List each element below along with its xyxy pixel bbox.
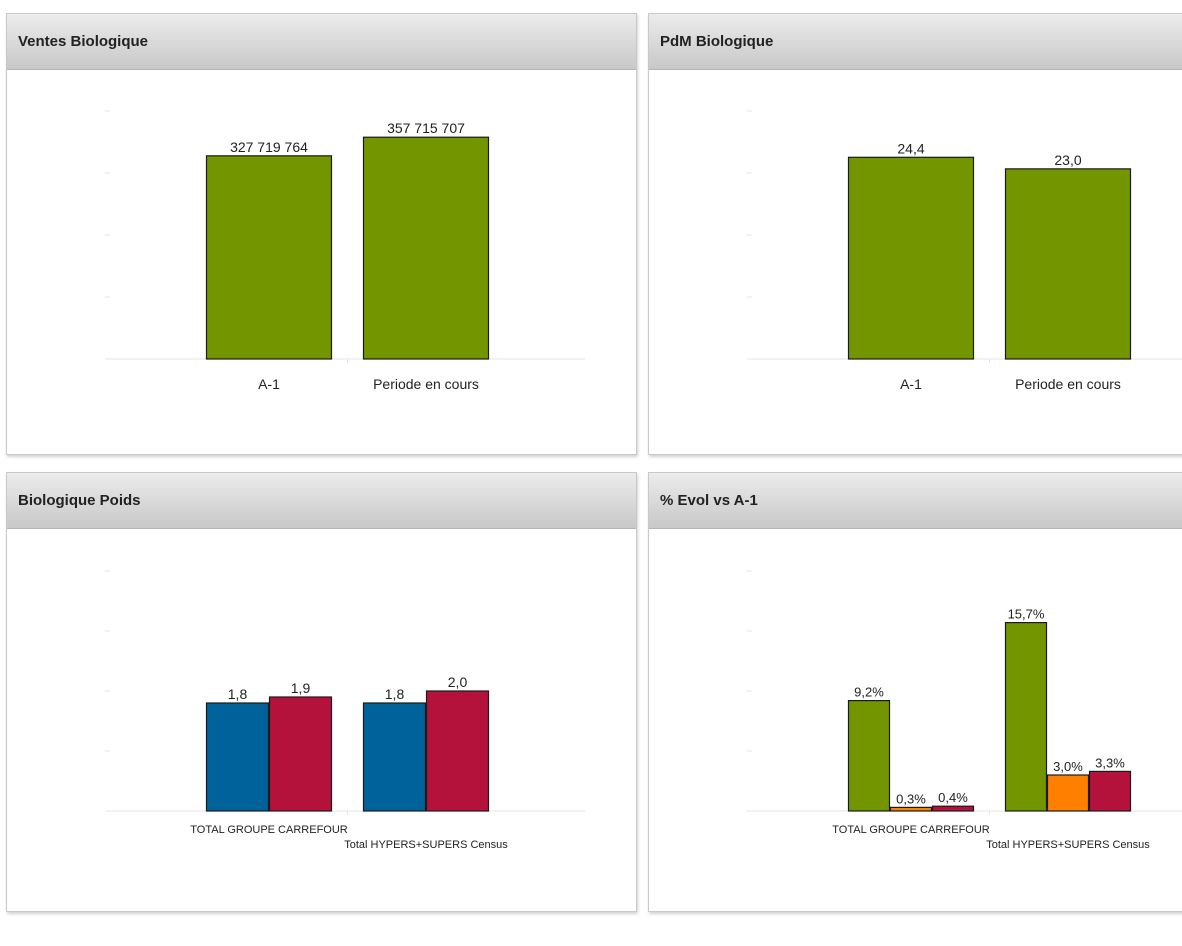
category-label: Total HYPERS+SUPERS Census bbox=[986, 839, 1150, 851]
bar-value-label: 3,3% bbox=[1095, 755, 1125, 770]
chart-pdm-biologique: 24,4 A-1 23,0 Periode en cours bbox=[747, 110, 1182, 392]
bar-value-label: 327 719 764 bbox=[230, 139, 308, 155]
category-label: Periode en cours bbox=[373, 376, 479, 392]
panel-ventes-biologique: Ventes Biologique 327 719 764 A-1 357 715 … bbox=[6, 13, 637, 455]
bar bbox=[847, 700, 891, 812]
panel-pdm-biologique: PdM Biologique 24,4 A-1 23,0 Periode en cou… bbox=[648, 13, 1182, 455]
bar bbox=[931, 805, 975, 812]
bar-value-label: 24,4 bbox=[897, 140, 924, 156]
bar bbox=[425, 690, 490, 812]
bar bbox=[1088, 770, 1132, 812]
bar bbox=[1004, 168, 1132, 360]
bar bbox=[205, 155, 333, 360]
category-label: Total HYPERS+SUPERS Census bbox=[344, 839, 508, 851]
panel-title: % Evol vs A-1 bbox=[649, 473, 1182, 529]
category-label: Periode en cours bbox=[1015, 376, 1121, 392]
category-label: A-1 bbox=[900, 376, 922, 392]
chart-biologique-poids: 1,8 1,9 TOTAL GROUPE CARREFOUR 1,8 2,0 Total … bbox=[105, 570, 585, 851]
bar bbox=[847, 156, 975, 360]
bar bbox=[205, 702, 270, 812]
bar-value-label: 9,2% bbox=[854, 685, 884, 700]
panel-biologique-poids: Biologique Poids 1,8 1,9 TOTAL GROUPE CARR… bbox=[6, 472, 637, 912]
bar bbox=[362, 136, 490, 360]
category-label: TOTAL GROUPE CARREFOUR bbox=[832, 824, 990, 836]
bar-value-label: 357 715 707 bbox=[387, 120, 465, 136]
category-label: TOTAL GROUPE CARREFOUR bbox=[190, 824, 348, 836]
bar-value-label: 2,0 bbox=[448, 674, 468, 690]
bar-value-label: 15,7% bbox=[1008, 607, 1045, 622]
panel-title: Biologique Poids bbox=[7, 473, 636, 529]
panel-title: Ventes Biologique bbox=[7, 14, 636, 70]
bar bbox=[362, 702, 427, 812]
bar bbox=[1004, 621, 1048, 812]
bar-value-label: 0,3% bbox=[896, 791, 926, 806]
panel-title: PdM Biologique bbox=[649, 14, 1182, 70]
bar bbox=[1046, 774, 1090, 812]
bar-value-label: 3,0% bbox=[1053, 759, 1083, 774]
bar-value-label: 1,8 bbox=[385, 686, 405, 702]
category-label: A-1 bbox=[258, 376, 280, 392]
bar-value-label: 0,4% bbox=[938, 790, 968, 805]
bar-value-label: 23,0 bbox=[1054, 152, 1081, 168]
bar-value-label: 1,8 bbox=[228, 686, 248, 702]
chart-evol-vs-a1: 9,2% 0,3% 0,4% TOTAL GROUPE CARREFOUR 15,7% 3… bbox=[747, 570, 1182, 851]
bar bbox=[268, 696, 333, 812]
bar-value-label: 1,9 bbox=[291, 680, 311, 696]
bar bbox=[889, 806, 933, 812]
chart-ventes-biologique: 327 719 764 A-1 357 715 707 Periode en cour… bbox=[105, 110, 585, 392]
panel-evol-vs-a1: % Evol vs A-1 9,2% 0,3% 0,4% TOTAL GROUPE C… bbox=[648, 472, 1182, 912]
